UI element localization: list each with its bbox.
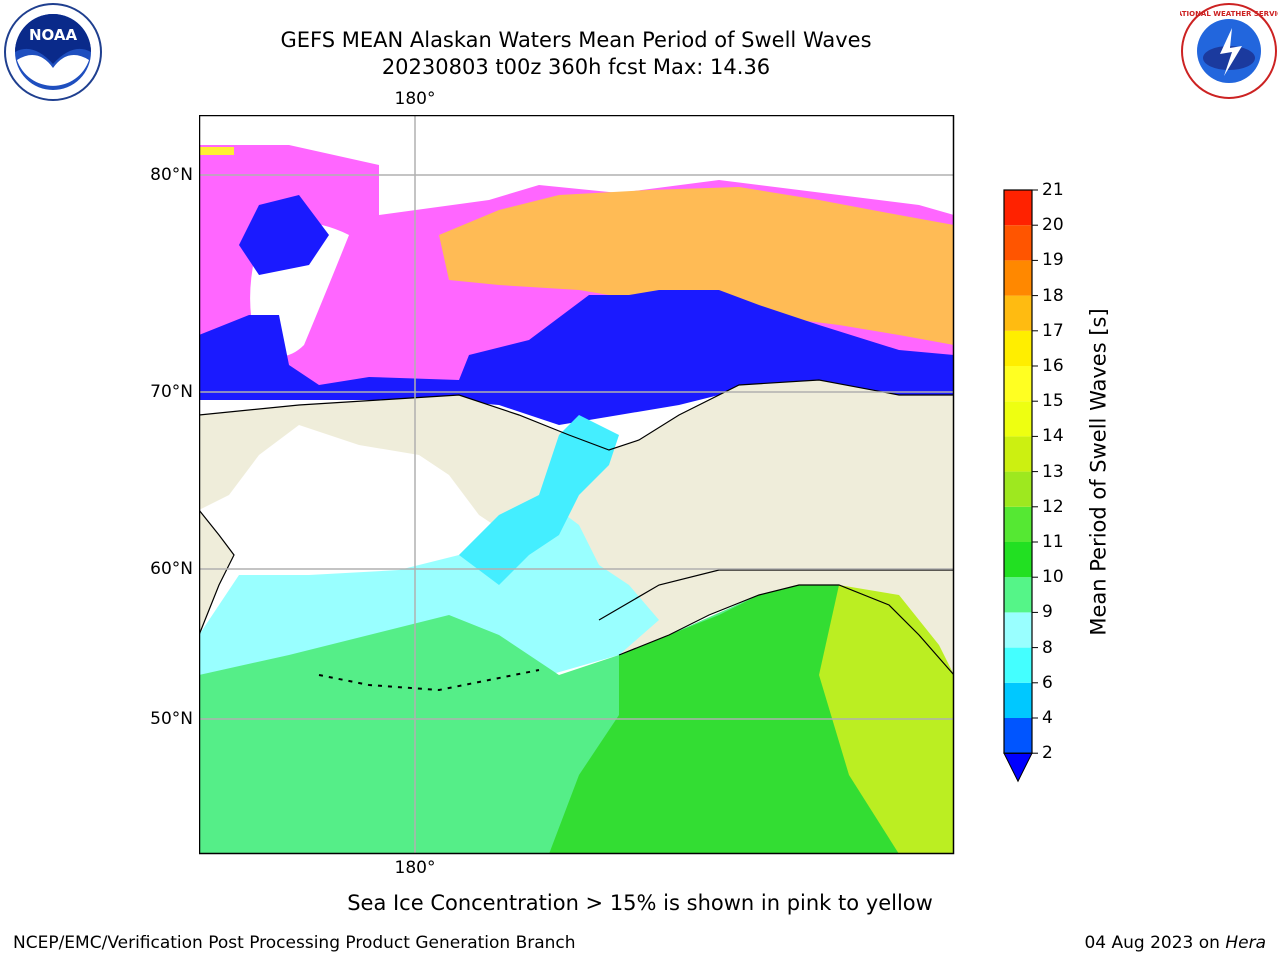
colorbar-segment xyxy=(1004,401,1032,437)
colorbar-tick-label: 14 xyxy=(1042,426,1064,447)
colorbar-tick-label: 6 xyxy=(1042,672,1053,693)
colorbar-segment xyxy=(1004,577,1032,613)
colorbar-segment xyxy=(1004,542,1032,578)
colorbar-segment xyxy=(1004,682,1032,718)
land-alaska-south xyxy=(599,570,954,675)
colorbar-segment xyxy=(1004,506,1032,542)
colorbar-tick-label: 12 xyxy=(1042,496,1064,517)
swell-deep-blue-2 xyxy=(239,195,329,275)
swell-cyan xyxy=(459,415,619,585)
colorbar-label: Mean Period of Swell Waves [s] xyxy=(1086,307,1111,636)
colorbar-tick-label: 13 xyxy=(1042,461,1064,482)
land-west xyxy=(199,510,234,635)
colorbar-tick-label: 15 xyxy=(1042,391,1064,412)
colorbar-segment xyxy=(1004,330,1032,366)
sea-ice-note: Sea Ice Concentration > 15% is shown in … xyxy=(347,891,933,915)
colorbar-tick-label: 4 xyxy=(1042,708,1053,728)
colorbar-tick-label: 8 xyxy=(1042,637,1053,658)
colorbar-tick-label: 20 xyxy=(1042,215,1064,236)
lat-label-50: 50°N xyxy=(150,709,193,729)
aleutian-islands xyxy=(318,669,540,692)
footer-date: 04 Aug 2023 on Hera xyxy=(1084,932,1266,954)
colorbar-tick-label: 9 xyxy=(1042,602,1053,623)
ice-zone-yellow xyxy=(199,147,234,155)
nws-logo-icon: NATIONAL WEATHER SERVICE xyxy=(1180,3,1278,99)
coastline-south xyxy=(199,509,954,676)
gridlines xyxy=(199,115,954,854)
colorbar-tick-label: 10 xyxy=(1042,567,1064,588)
map-frame xyxy=(199,115,955,855)
land-north xyxy=(199,380,954,650)
noaa-logo-icon: NOAA xyxy=(4,3,102,101)
map-subtitle: 20230803 t00z 360h fcst Max: 14.36 xyxy=(381,55,771,79)
svg-text:NOAA: NOAA xyxy=(29,26,78,44)
colorbar-tick-label: 19 xyxy=(1042,250,1064,271)
colorbar-tick-label: 11 xyxy=(1042,532,1064,552)
colorbar-tick-label: 18 xyxy=(1042,285,1064,306)
footer-credit: NCEP/EMC/Verification Post Processing Pr… xyxy=(13,933,576,953)
colorbar-segment xyxy=(1004,718,1032,754)
colorbar-segment xyxy=(1004,225,1032,261)
colorbar-segment xyxy=(1004,295,1032,331)
colorbar-extend xyxy=(1003,752,1033,783)
colorbar-segment xyxy=(1004,612,1032,648)
footer-date-text: 04 Aug 2023 on xyxy=(1084,933,1226,953)
colorbar-segment xyxy=(1004,190,1032,226)
lon-label-bottom: 180° xyxy=(394,858,436,878)
coastline xyxy=(199,379,954,451)
colorbar-segment xyxy=(1004,366,1032,402)
colorbar-segment xyxy=(1004,260,1032,296)
colorbar-tick-label: 2 xyxy=(1042,743,1053,764)
colorbar-tick-label: 17 xyxy=(1042,320,1064,341)
footer-host: Hera xyxy=(1225,933,1266,953)
colorbar-segment xyxy=(1004,647,1032,683)
colorbar-segment xyxy=(1004,436,1032,472)
lat-label-70: 70°N xyxy=(150,382,193,402)
colorbar-segment xyxy=(1004,471,1032,507)
map-title: GEFS MEAN Alaskan Waters Mean Period of … xyxy=(280,28,872,52)
lon-label-top: 180° xyxy=(394,89,436,109)
colorbar-tick-label: 21 xyxy=(1042,180,1064,200)
lat-label-80: 80°N xyxy=(150,165,193,185)
map-plot xyxy=(199,115,955,855)
lat-label-60: 60°N xyxy=(150,559,193,579)
colorbar-tick-label: 16 xyxy=(1042,356,1064,376)
ice-zone-orange xyxy=(439,187,954,345)
colorbar xyxy=(1003,189,1038,783)
svg-text:NATIONAL WEATHER SERVICE: NATIONAL WEATHER SERVICE xyxy=(1180,10,1278,18)
